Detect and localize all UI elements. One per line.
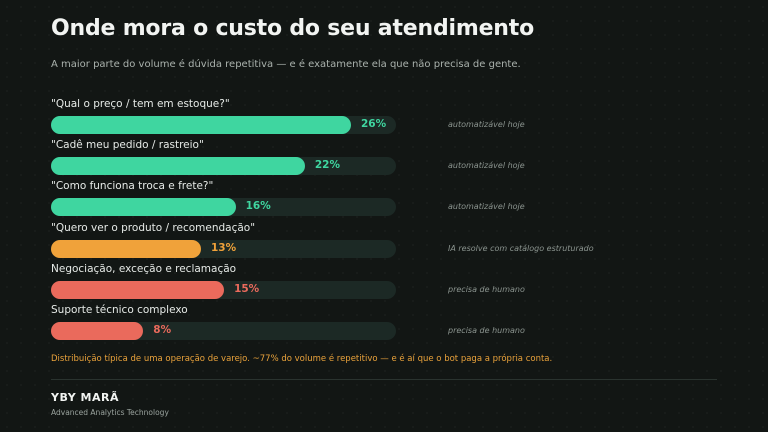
bar-annotation: precisa de humano <box>448 326 525 335</box>
brand-tagline: Advanced Analytics Technology <box>51 408 169 417</box>
bar-value-label: 26% <box>361 118 387 130</box>
page-subtitle: A maior parte do volume é dúvida repetit… <box>51 59 521 70</box>
bar-fill <box>51 116 351 134</box>
bar-annotation: automatizável hoje <box>448 161 525 171</box>
bar-annotation: automatizável hoje <box>448 202 525 212</box>
bar-category-label: "Cadê meu pedido / rastreio" <box>51 139 204 152</box>
bar-annotation: automatizável hoje <box>448 120 525 129</box>
bar-value-label: 13% <box>211 241 237 254</box>
bar-track: 22% <box>51 157 396 176</box>
bar-fill <box>51 239 201 258</box>
bar-category-label: Negociação, exceção e reclamação <box>51 262 237 275</box>
bar-track: 13% <box>51 239 396 258</box>
chart-footnote: Distribuição típica de uma operação de v… <box>51 354 553 364</box>
bar-category-label: "Como funciona troca e frete?" <box>51 180 214 193</box>
bar-fill <box>51 322 144 340</box>
bar-category-label: "Quero ver o produto / recomendação" <box>51 221 256 234</box>
bar-track: 26% <box>51 116 396 134</box>
bar-annotation: precisa de humano <box>448 284 525 294</box>
bar-track: 16% <box>51 198 396 217</box>
bar-value-label: 15% <box>234 282 260 295</box>
brand-name: YBY MARÃ <box>51 391 119 404</box>
bar-fill <box>51 157 305 176</box>
bar-category-label: Suporte técnico complexo <box>51 304 188 316</box>
bar-fill <box>51 280 225 299</box>
bar-category-label: "Qual o preço / tem em estoque?" <box>51 98 230 110</box>
bar-track: 15% <box>51 280 396 299</box>
bar-fill <box>51 198 236 217</box>
footer-divider <box>51 379 717 380</box>
bar-value-label: 16% <box>245 200 271 213</box>
bar-annotation: IA resolve com catálogo estruturado <box>448 243 594 253</box>
bar-track: 8% <box>51 322 396 340</box>
bar-value-label: 8% <box>153 324 172 336</box>
bar-value-label: 22% <box>314 159 340 172</box>
page-title: Onde mora o custo do seu atendimento <box>51 16 534 41</box>
